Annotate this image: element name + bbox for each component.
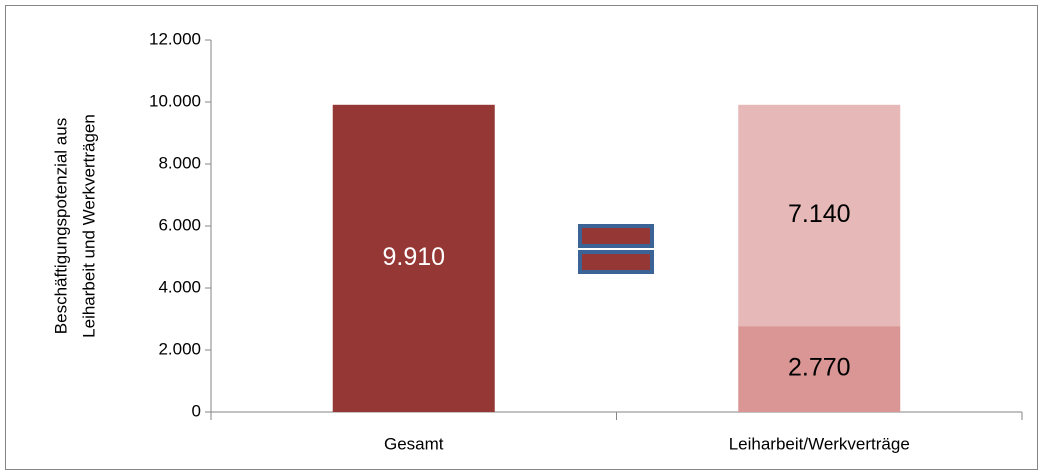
data-label: 7.140 bbox=[788, 200, 851, 228]
y-axis-label: Leiharbeit und Werkverträgen bbox=[79, 114, 98, 338]
equals-sign bbox=[578, 224, 654, 274]
y-tick-label: 2.000 bbox=[158, 339, 201, 358]
equals-bar bbox=[578, 224, 654, 248]
data-label: 2.770 bbox=[788, 354, 851, 382]
bar-segment bbox=[332, 104, 495, 412]
y-tick-label: 8.000 bbox=[158, 153, 201, 172]
x-tick-label: Leiharbeit/Werkverträge bbox=[729, 434, 910, 453]
y-tick-label: 10.000 bbox=[149, 91, 201, 110]
bar-segment bbox=[738, 326, 901, 412]
bar-segment bbox=[738, 104, 901, 327]
y-tick-label: 12.000 bbox=[149, 29, 201, 48]
y-tick-label: 6.000 bbox=[158, 215, 201, 234]
x-tick-label: Gesamt bbox=[384, 434, 444, 453]
y-axis-label: Beschäftigungspotenzial aus bbox=[51, 118, 70, 334]
equals-bar bbox=[578, 250, 654, 274]
y-tick-label: 0 bbox=[192, 401, 201, 420]
data-label: 9.910 bbox=[382, 243, 445, 271]
y-tick-label: 4.000 bbox=[158, 277, 201, 296]
